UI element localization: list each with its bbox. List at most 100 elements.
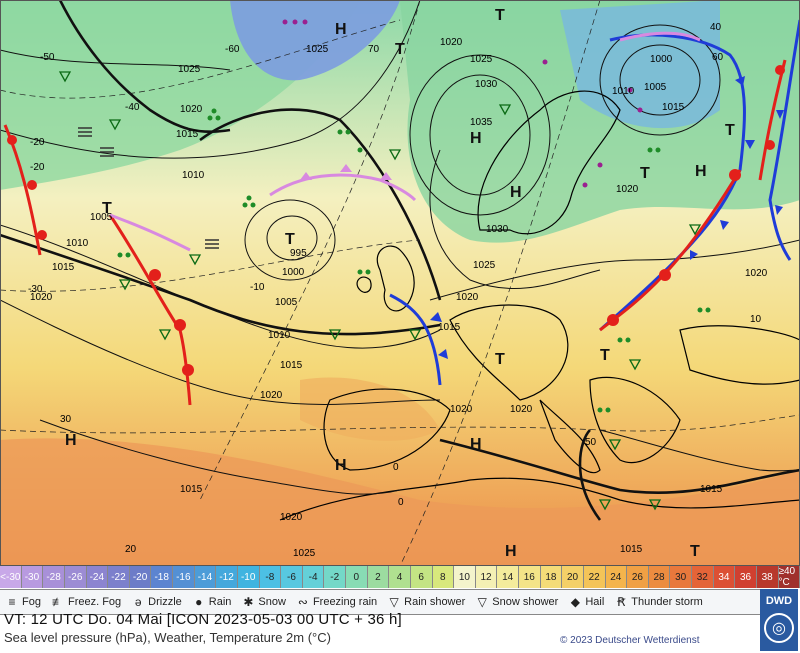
isotherm-label: 40 xyxy=(710,22,722,33)
isobar-label: 1030 xyxy=(475,79,498,90)
scale-cell: 2 xyxy=(367,566,390,588)
map-canvas: 995 1000 1005 1005 1010 1010 1010 1015 1015 1015 1… xyxy=(0,0,800,566)
isobar-label: 1015 xyxy=(176,129,199,140)
temperature-color-scale: <-30 -30 -28 -26 -24 -22 -20 -18 -16 -14 -12 -10 -8-… xyxy=(0,566,800,588)
pressure-center-label: T xyxy=(285,231,295,248)
weather-map: 995 1000 1005 1005 1010 1010 1010 1015 1015 1015 1… xyxy=(0,0,800,566)
legend-item: ∾ Freezing rain xyxy=(291,590,382,614)
scale-cell: -10 xyxy=(237,566,260,588)
isobar-label: 1020 xyxy=(30,292,53,303)
isobar-label: 1025 xyxy=(306,44,329,55)
legend-item: ▽ Snow shower xyxy=(470,590,563,614)
isobar-label: 1005 xyxy=(275,297,298,308)
pressure-center-label: H xyxy=(335,457,347,474)
scale-cell: 0 xyxy=(346,566,368,588)
occlusion-atlantic xyxy=(269,173,417,202)
isobar-label: 1020 xyxy=(456,292,479,303)
hail-icon: ◆ xyxy=(570,595,580,609)
cold-area-greenland xyxy=(230,0,400,81)
isotherm-label: 10 xyxy=(750,314,762,325)
map-subtitle: Sea level pressure (hPa), Weather, Tempe… xyxy=(4,630,331,645)
pressure-center-label: T xyxy=(395,41,405,58)
isobar-label: 1025 xyxy=(470,54,493,65)
isotherm-label: 30 xyxy=(60,414,72,425)
coastlines xyxy=(279,90,800,521)
scale-cell: 28 xyxy=(648,566,671,588)
isotherm-label: -40 xyxy=(125,102,140,113)
pressure-center-label: T xyxy=(495,351,505,368)
scale-cell: -12 xyxy=(216,566,238,588)
valid-time: VT: 12 UTC Do. 04 Mai [ICON 2023-05-03 0… xyxy=(4,611,402,628)
scale-cell: 12 xyxy=(475,566,498,588)
scale-cell: 4 xyxy=(389,566,411,588)
isobar-label: 1015 xyxy=(180,484,203,495)
scale-cell: ≥40 °C xyxy=(778,566,800,588)
legend-label: Fog xyxy=(22,596,41,608)
legend-label: Rain shower xyxy=(404,596,466,608)
scale-cell: -6 xyxy=(281,566,303,588)
isotherm-label: -50 xyxy=(40,52,55,63)
legend-label: Rain xyxy=(208,596,232,608)
legend-item: Ꞧ Thunder storm xyxy=(609,590,708,614)
scale-cell: 26 xyxy=(627,566,649,588)
scale-cell: -30 xyxy=(21,566,44,588)
isotherm-label: -60 xyxy=(225,44,240,55)
pressure-center-label: H xyxy=(65,432,77,449)
fog-icon: ≡ xyxy=(8,595,16,609)
legend-item: ≡ Fog xyxy=(0,590,46,614)
scale-cell: 34 xyxy=(713,566,736,588)
isobar-label: 1020 xyxy=(180,104,203,115)
isobar-label: 1020 xyxy=(440,37,463,48)
isobar-label: 1010 xyxy=(612,86,635,97)
scale-cell: 36 xyxy=(735,566,757,588)
isobar-label: 1010 xyxy=(268,330,291,341)
freezing-fog-icon: ≢ xyxy=(51,595,64,609)
scale-cell: <-30 xyxy=(0,566,22,588)
isotherm-label: -20 xyxy=(30,162,45,173)
occlusion-north xyxy=(619,31,701,42)
scale-cell: -24 xyxy=(86,566,109,588)
pressure-center-label: H xyxy=(695,163,707,180)
isobar-label: 1015 xyxy=(438,322,461,333)
scale-cell: -22 xyxy=(108,566,130,588)
isobar-label: 1015 xyxy=(280,360,303,371)
scale-cell: -20 xyxy=(129,566,152,588)
legend-item: ✱ Snow xyxy=(236,590,291,614)
pressure-center-label: T xyxy=(600,347,610,364)
isobar-label: 1000 xyxy=(650,54,673,65)
freezing-rain-icon: ∾ xyxy=(297,595,308,609)
scale-cell: -8 xyxy=(259,566,282,588)
front-symbols xyxy=(7,65,785,376)
scale-cell: 24 xyxy=(605,566,628,588)
isobar-label: 1020 xyxy=(510,404,533,415)
rain-symbols xyxy=(117,108,711,413)
isotherm-label: 20 xyxy=(125,544,137,555)
scale-cell: 14 xyxy=(497,566,519,588)
scale-cell: -26 xyxy=(64,566,87,588)
isobar-labels: 995 1000 1005 1005 1010 1010 1010 1015 1015 1015 1… xyxy=(30,37,768,559)
pressure-center-label: T xyxy=(690,543,700,560)
snow-icon: ✱ xyxy=(243,595,254,609)
isobar-label: 1010 xyxy=(182,170,205,181)
isobar-label: 1015 xyxy=(52,262,75,273)
scale-cell: 20 xyxy=(562,566,584,588)
pressure-center-label: T xyxy=(725,122,735,139)
pressure-center-label: T xyxy=(102,200,112,217)
rain-shower-icon: ▽ xyxy=(389,595,399,609)
legend-label: Drizzle xyxy=(148,596,182,608)
scale-cell: -16 xyxy=(173,566,195,588)
isobar-label: 1015 xyxy=(620,544,643,555)
warm-area-iberia xyxy=(300,377,440,441)
isobar-label: 995 xyxy=(290,248,307,259)
isotherm-label: -10 xyxy=(250,282,265,293)
snow-shower-icon: ▽ xyxy=(477,595,487,609)
pressure-center-label: T xyxy=(495,7,505,24)
pressure-center-label: H xyxy=(505,543,517,560)
isobar-label: 1020 xyxy=(616,184,639,195)
isobar-label: 1005 xyxy=(644,82,667,93)
scale-cell: 16 xyxy=(519,566,541,588)
isobar-label: 1020 xyxy=(450,404,473,415)
legend-label: Freez. Fog xyxy=(67,596,122,608)
legend-item: ● Rain xyxy=(187,590,237,614)
scale-cell: -18 xyxy=(151,566,173,588)
